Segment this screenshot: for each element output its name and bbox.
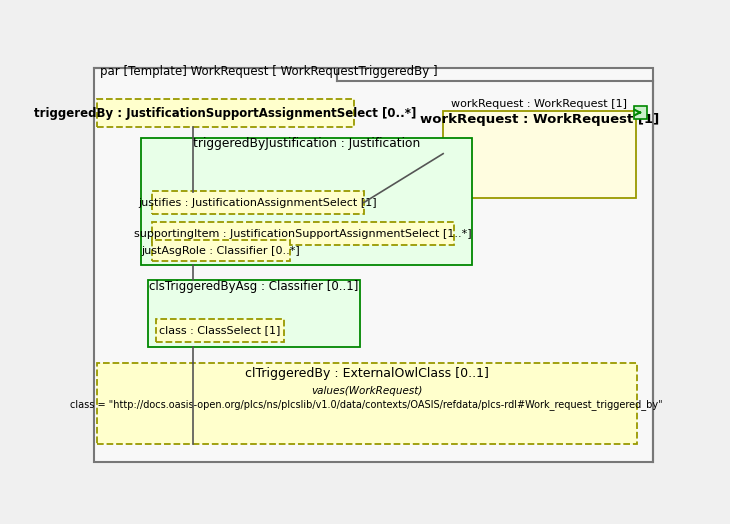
Bar (97, 364, 637, 444)
Text: justAsgRole : Classifier [0..*]: justAsgRole : Classifier [0..*] (142, 246, 301, 256)
Text: justifies : JustificationAssignmentSelect [1]: justifies : JustificationAssignmentSelec… (139, 198, 377, 208)
Text: values(WorkRequest): values(WorkRequest) (311, 386, 423, 396)
Bar (443, 111, 636, 198)
Text: workRequest : WorkRequest [1]: workRequest : WorkRequest [1] (451, 100, 627, 110)
Text: clsTriggeredByAsg : Classifier [0..1]: clsTriggeredByAsg : Classifier [0..1] (149, 280, 358, 293)
Bar (156, 319, 283, 342)
Text: class : ClassSelect [1]: class : ClassSelect [1] (159, 325, 280, 335)
Bar (147, 279, 360, 347)
Text: triggeredBy : JustificationSupportAssignmentSelect [0..*]: triggeredBy : JustificationSupportAssign… (34, 107, 417, 120)
Text: class = "http://docs.oasis-open.org/plcs/ns/plcslib/v1.0/data/contexts/OASIS/ref: class = "http://docs.oasis-open.org/plcs… (71, 400, 663, 410)
Bar (634, 106, 647, 118)
Text: supportingItem : JustificationSupportAssignmentSelect [1..*]: supportingItem : JustificationSupportAss… (134, 229, 472, 239)
Text: clTriggeredBy : ExternalOwlClass [0..1]: clTriggeredBy : ExternalOwlClass [0..1] (245, 367, 489, 380)
Bar (141, 137, 472, 265)
Bar (97, 99, 354, 127)
Text: triggeredByJustification : Justification: triggeredByJustification : Justification (193, 137, 420, 150)
Bar (152, 241, 291, 261)
Bar (152, 222, 455, 245)
Bar (152, 191, 364, 214)
Text: workRequest : WorkRequest [1]: workRequest : WorkRequest [1] (420, 114, 659, 126)
Text: par [Template] WorkRequest [ WorkRequestTriggeredBy ]: par [Template] WorkRequest [ WorkRequest… (100, 65, 437, 78)
